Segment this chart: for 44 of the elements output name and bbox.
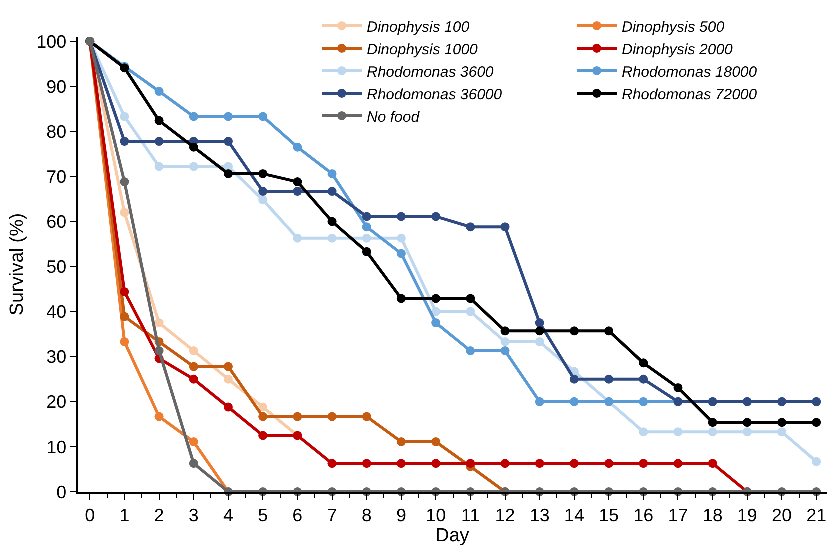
y-tick-label: 0: [56, 482, 67, 502]
y-tick-label: 30: [46, 347, 67, 368]
x-tick-label: 11: [461, 505, 480, 526]
legend-label: Rhodomonas 3600: [367, 64, 494, 81]
legend-label: Dinophysis 1000: [367, 41, 479, 58]
legend-label: Dinophysis 500: [622, 18, 726, 36]
x-tick-label: 5: [258, 505, 268, 526]
x-tick-label: 12: [495, 505, 516, 526]
legend-label: Rhodomonas 18000: [622, 64, 758, 81]
x-tick-label: 15: [599, 505, 620, 526]
y-tick-label: 20: [46, 392, 67, 412]
x-tick-label: 13: [530, 505, 550, 526]
legend-label: No food: [367, 108, 420, 126]
x-tick-label: 2: [154, 505, 164, 526]
x-axis-title: Day: [436, 526, 470, 547]
y-tick-label: 50: [46, 257, 67, 278]
legend-label: Dinophysis 2000: [622, 41, 734, 58]
x-tick-label: 6: [292, 505, 303, 526]
x-tick-label: 8: [362, 505, 372, 526]
x-tick-label: 0: [85, 505, 96, 526]
x-tick-label: 18: [702, 505, 723, 526]
x-tick-label: 16: [634, 505, 654, 526]
legend-label: Rhodomonas 36000: [367, 86, 503, 104]
x-tick-label: 3: [188, 505, 199, 526]
legend-label: Rhodomonas 72000: [622, 86, 758, 104]
y-tick-label: 70: [46, 166, 67, 187]
y-tick-label: 90: [46, 76, 67, 97]
x-tick-label: 21: [806, 505, 827, 526]
y-tick-label: 100: [36, 32, 67, 52]
y-tick-label: 40: [46, 302, 67, 322]
legend-label: Dinophysis 100: [367, 18, 470, 36]
x-tick-label: 14: [564, 505, 584, 526]
x-tick-label: 9: [396, 505, 406, 526]
y-axis-title: Survival (%): [6, 213, 28, 316]
x-tick-label: 7: [327, 505, 338, 526]
x-tick-label: 10: [426, 505, 446, 526]
y-tick-label: 60: [46, 212, 67, 232]
x-tick-label: 4: [223, 505, 234, 526]
x-tick-label: 1: [120, 505, 130, 526]
x-tick-label: 17: [668, 505, 688, 526]
y-tick-label: 10: [46, 437, 67, 458]
x-tick-label: 20: [772, 505, 792, 526]
y-tick-label: 80: [46, 122, 67, 142]
x-tick-label: 19: [737, 505, 758, 526]
